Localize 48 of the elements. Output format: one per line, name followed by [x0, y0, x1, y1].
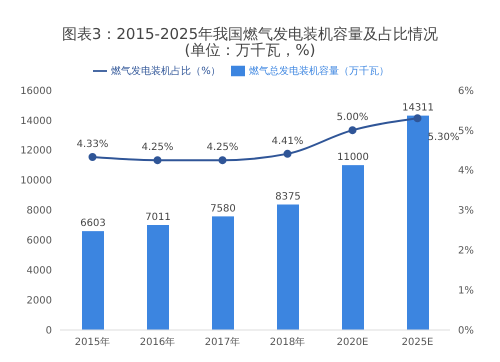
x-tick-label: 2017年 [204, 336, 240, 348]
data-label: 4.33% [76, 138, 108, 150]
point [414, 114, 422, 122]
y2-tick-label: 2% [458, 246, 474, 257]
data-label: 6603 [80, 218, 106, 230]
x-tick-label: 2018年 [270, 336, 306, 348]
x-tick-label: 2016年 [140, 336, 176, 348]
data-label: 4.25% [206, 142, 238, 154]
y-tick-label: 12000 [20, 146, 52, 157]
y2-tick-label: 5% [458, 126, 474, 137]
x-tick-label: 2020E [336, 337, 368, 348]
legend-label: 燃气总发电装机容量（万千瓦） [248, 66, 389, 77]
point [284, 150, 292, 158]
y2-tick-label: 0% [458, 326, 474, 337]
y2-tick-label: 6% [458, 86, 474, 97]
point [88, 152, 96, 161]
chart-title: 图表3：2015-2025年我国燃气发电装机容量及占比情况(单位：万千瓦，%) [60, 24, 440, 59]
point [218, 156, 226, 164]
y-tick-label: 4000 [26, 266, 52, 277]
bar [82, 231, 104, 330]
y-tick-label: 0 [46, 326, 52, 337]
bar [147, 224, 169, 330]
y-tick-label: 2000 [26, 296, 52, 307]
y-tick-label: 16000 [20, 86, 52, 97]
legend-label: 燃气发电装机占比（%） [111, 66, 221, 77]
data-label: 7011 [145, 212, 171, 223]
bar [342, 165, 364, 330]
data-label: 7580 [210, 203, 236, 214]
point [348, 126, 356, 134]
y-tick-label: 14000 [20, 116, 52, 127]
data-label: 5.00% [336, 112, 368, 124]
y-tick-label: 10000 [20, 176, 52, 187]
data-label: 4.25% [142, 142, 174, 154]
data-label: 8375 [275, 192, 301, 203]
bar [407, 116, 429, 330]
y-tick-label: 8000 [26, 206, 52, 217]
y2-tick-label: 1% [458, 286, 474, 297]
y-tick-label: 6000 [26, 236, 52, 247]
data-label: 4.41% [272, 136, 304, 147]
point [154, 156, 162, 164]
bar [212, 216, 234, 330]
y2-tick-label: 4% [458, 166, 474, 177]
data-label: 11000 [337, 152, 369, 164]
data-label: 14311 [402, 102, 434, 114]
y2-tick-label: 3% [458, 206, 474, 217]
x-tick-label: 2025E [402, 337, 434, 348]
bar [277, 204, 299, 330]
x-tick-label: 2015年 [74, 336, 110, 348]
